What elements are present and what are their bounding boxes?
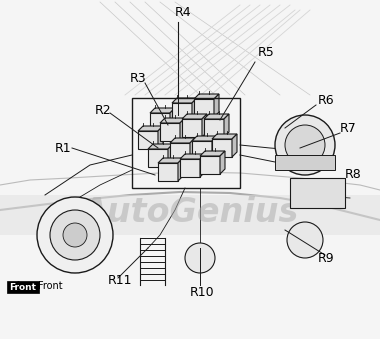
Text: Front: Front [38,281,63,291]
Text: R3: R3 [130,72,147,84]
Polygon shape [180,118,185,141]
Bar [0,195,380,235]
Polygon shape [138,126,163,131]
Bar [160,123,180,141]
Bar [172,103,192,121]
Text: R10: R10 [190,285,215,299]
Polygon shape [212,136,217,159]
Bar [158,163,178,181]
Polygon shape [158,126,163,149]
Polygon shape [160,118,185,123]
Polygon shape [224,114,229,137]
Text: R11: R11 [108,274,133,286]
Bar [194,99,214,117]
Bar [148,149,168,167]
Text: R8: R8 [345,168,362,181]
Bar [275,155,335,170]
Polygon shape [194,94,219,99]
Polygon shape [148,144,173,149]
Bar [290,178,345,208]
Bar [204,119,224,137]
Polygon shape [172,98,197,103]
Bar [212,139,232,157]
Text: R9: R9 [318,252,335,264]
Circle shape [185,243,215,273]
Polygon shape [158,158,183,163]
Polygon shape [200,154,205,177]
FancyBboxPatch shape [7,281,39,293]
Polygon shape [192,136,217,141]
Text: R1: R1 [55,141,71,155]
Circle shape [37,197,113,273]
Polygon shape [190,138,195,161]
Polygon shape [180,154,205,159]
Polygon shape [170,138,195,143]
Polygon shape [150,108,175,113]
Bar [180,159,200,177]
Bar [200,156,220,174]
Bar [150,113,170,131]
Text: R2: R2 [95,103,112,117]
Bar [138,131,158,149]
Circle shape [50,210,100,260]
Text: R7: R7 [340,121,357,135]
Polygon shape [178,158,183,181]
Circle shape [285,125,325,165]
Polygon shape [168,144,173,167]
Polygon shape [220,151,225,174]
Text: R6: R6 [318,94,335,106]
Polygon shape [170,108,175,131]
Bar [192,141,212,159]
Circle shape [63,223,87,247]
Polygon shape [202,114,207,137]
Polygon shape [204,114,229,119]
Circle shape [275,115,335,175]
Text: AutoGenius: AutoGenius [81,196,299,228]
Polygon shape [232,134,237,157]
Bar [170,143,190,161]
Text: R4: R4 [175,5,192,19]
Polygon shape [192,98,197,121]
Circle shape [287,222,323,258]
Bar [182,119,202,137]
Text: R5: R5 [258,45,275,59]
Text: Front: Front [10,282,36,292]
Polygon shape [214,94,219,117]
Bar [132,98,240,188]
Polygon shape [182,114,207,119]
Polygon shape [200,151,225,156]
Polygon shape [212,134,237,139]
